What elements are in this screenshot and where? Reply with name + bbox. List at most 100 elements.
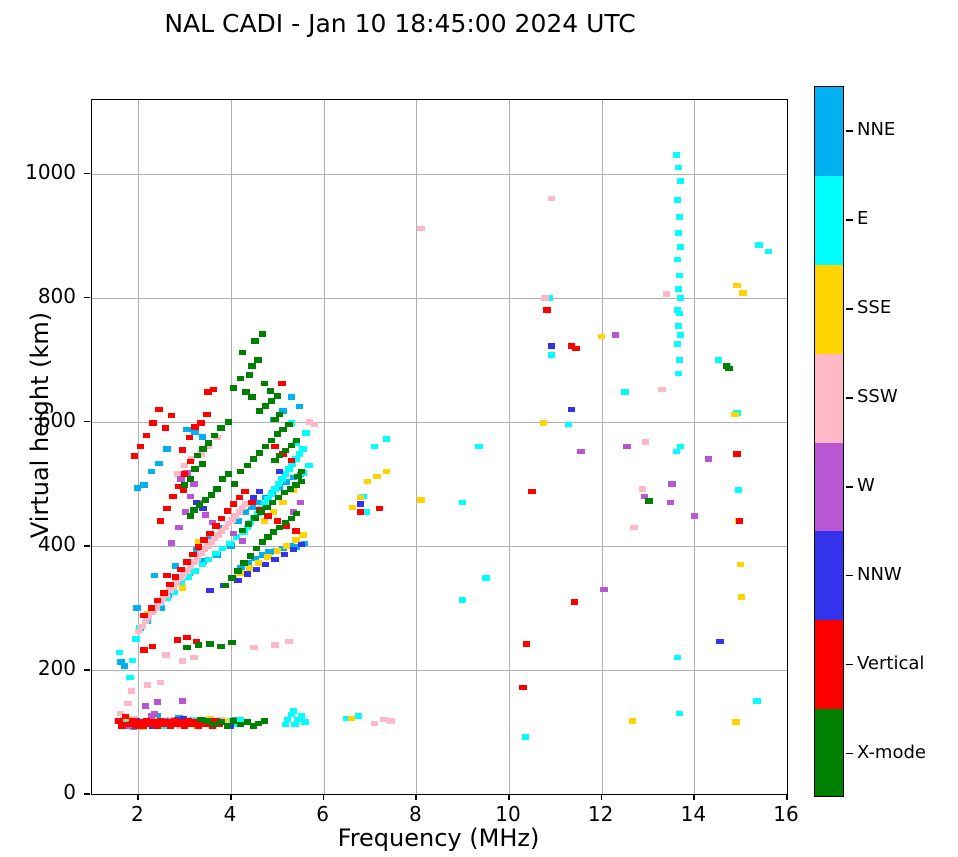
page-title: NAL CADI - Jan 10 18:45:00 2024 UTC <box>164 9 636 38</box>
colorbar-segment-ssw[interactable] <box>815 353 843 443</box>
data-point <box>150 710 159 717</box>
data-point <box>223 722 231 729</box>
data-point <box>714 357 723 363</box>
data-point <box>256 488 264 495</box>
data-point <box>254 357 262 363</box>
data-point <box>185 434 193 441</box>
y-tick <box>84 420 90 423</box>
data-point <box>166 587 174 594</box>
data-point <box>236 468 244 475</box>
data-point <box>370 720 379 727</box>
data-point <box>297 541 306 548</box>
data-point <box>217 425 225 431</box>
data-point <box>129 718 137 724</box>
data-point <box>264 534 272 541</box>
data-point <box>153 722 161 729</box>
data-point <box>140 612 148 619</box>
data-point <box>274 481 282 487</box>
colorbar-segment-w[interactable] <box>815 442 843 532</box>
gridline-horizontal <box>92 297 787 299</box>
data-point <box>221 524 230 531</box>
data-point <box>241 509 249 515</box>
data-point <box>167 540 176 546</box>
colorbar-segment-x-mode[interactable] <box>815 709 843 796</box>
data-point <box>221 718 230 724</box>
data-point <box>375 505 383 512</box>
data-point <box>223 508 231 514</box>
data-point <box>243 571 251 577</box>
data-point <box>208 519 217 526</box>
data-point <box>178 447 187 453</box>
data-point <box>194 544 203 550</box>
plot-area[interactable] <box>91 99 788 795</box>
data-point <box>180 487 188 493</box>
x-tick <box>415 794 417 800</box>
data-point <box>183 634 191 641</box>
data-point <box>357 509 365 515</box>
colorbar-segment-nnw[interactable] <box>815 531 843 621</box>
data-point <box>475 443 483 450</box>
y-tick <box>84 172 90 175</box>
data-point <box>190 559 198 565</box>
data-point <box>271 443 279 450</box>
data-point <box>734 487 743 493</box>
data-point <box>200 546 208 553</box>
data-point <box>281 471 290 477</box>
data-point <box>306 419 314 425</box>
data-point <box>163 572 171 579</box>
data-point <box>242 389 250 395</box>
data-point <box>676 244 685 250</box>
data-point <box>162 652 170 658</box>
data-point <box>228 575 236 581</box>
x-tick-label: 10 <box>495 802 521 826</box>
colorbar[interactable] <box>814 86 844 797</box>
data-point <box>258 331 267 337</box>
data-point <box>547 195 556 202</box>
data-point <box>287 442 295 449</box>
data-point <box>753 698 761 704</box>
data-point <box>229 500 238 507</box>
colorbar-segment-e[interactable] <box>815 175 843 265</box>
colorbar-segment-vertical[interactable] <box>815 620 843 710</box>
data-point <box>251 338 259 345</box>
data-point <box>243 462 251 469</box>
data-point <box>224 520 233 527</box>
y-tick <box>84 668 90 671</box>
data-point <box>184 574 193 580</box>
data-point <box>161 425 169 431</box>
gridline-vertical <box>509 100 510 794</box>
data-point <box>166 581 174 588</box>
data-point <box>673 152 681 158</box>
data-point <box>178 585 187 591</box>
y-tick-label: 200 <box>37 655 76 680</box>
data-point <box>191 424 199 430</box>
data-point <box>676 178 685 185</box>
data-point <box>176 575 184 581</box>
data-point <box>152 605 160 611</box>
x-tick-label: 6 <box>316 802 330 826</box>
x-tick-label: 2 <box>130 802 144 826</box>
colorbar-segment-nne[interactable] <box>815 87 843 176</box>
y-tick <box>84 296 90 299</box>
data-point <box>218 545 227 552</box>
gridline-horizontal <box>92 669 787 671</box>
data-point <box>177 719 185 725</box>
data-point <box>417 225 425 232</box>
data-point <box>132 636 140 642</box>
data-point <box>243 719 251 725</box>
x-tick <box>137 794 139 800</box>
data-point <box>291 721 299 728</box>
data-point <box>174 471 182 477</box>
y-axis-label: Virtual height (km) <box>26 311 54 539</box>
data-point <box>201 497 210 503</box>
data-point <box>229 384 238 391</box>
data-point <box>141 703 149 709</box>
data-point <box>121 713 130 720</box>
data-point <box>198 461 206 467</box>
data-point <box>127 688 136 694</box>
data-point <box>198 561 206 568</box>
colorbar-segment-sse[interactable] <box>815 264 843 354</box>
data-point <box>280 489 288 496</box>
data-point <box>571 598 579 605</box>
